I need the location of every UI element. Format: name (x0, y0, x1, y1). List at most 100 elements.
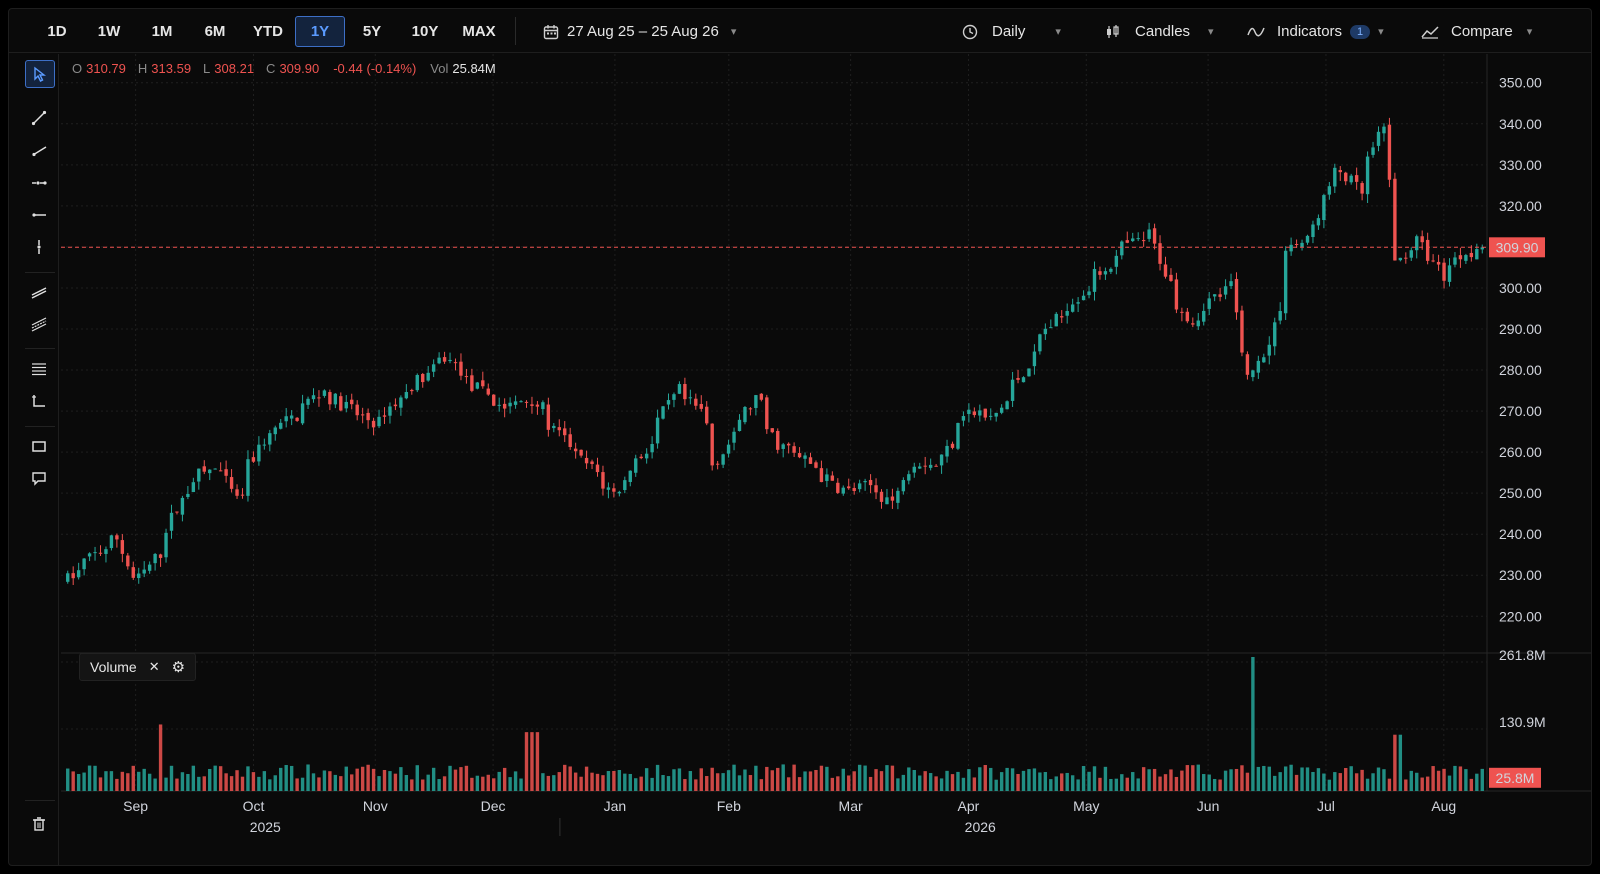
parallel-channel-icon (31, 287, 47, 299)
candle-body (978, 410, 982, 416)
candle-body (568, 434, 572, 447)
volume-bar (841, 768, 845, 791)
candle-body (333, 393, 338, 405)
volume-bar (628, 773, 632, 791)
timeframe-5y-button[interactable]: 5Y (362, 23, 382, 40)
candle-body (595, 464, 600, 473)
candle-body (153, 553, 157, 564)
volume-bar (66, 768, 70, 791)
callout-tool-button[interactable] (25, 465, 55, 493)
candle-body (939, 454, 944, 466)
volume-bar (552, 775, 556, 791)
close-icon[interactable]: ✕ (148, 659, 160, 674)
candle-body (470, 375, 474, 391)
regression-channel-tool-button[interactable] (25, 311, 55, 339)
volume-bar (388, 771, 392, 791)
volume-bar (1283, 766, 1288, 791)
indicators-button[interactable]: Indicators 1 ▾ (1247, 16, 1384, 47)
volume-bar (470, 777, 474, 791)
extended-line-tool-button[interactable] (25, 170, 55, 198)
compare-button[interactable]: Compare ▾ (1421, 16, 1532, 47)
candle-body (1371, 147, 1375, 155)
candle-body (748, 408, 753, 410)
month-tick-label: Aug (1431, 798, 1456, 814)
horizontal-ray-tool-button[interactable] (25, 202, 55, 230)
timeframe-max-button[interactable]: MAX (462, 23, 496, 40)
candle-body (1311, 224, 1315, 238)
interval-select[interactable]: Daily ▾ (962, 16, 1061, 47)
candle-body (874, 485, 878, 493)
volume-bar (1480, 768, 1484, 791)
candle-body (967, 409, 971, 414)
parallel-channel-tool-button[interactable] (25, 279, 55, 307)
volume-bar (235, 770, 239, 791)
volume-bar (879, 771, 884, 791)
candle-body (1174, 279, 1179, 310)
timeframe-10y-button[interactable]: 10Y (411, 23, 439, 40)
candle-body (355, 404, 359, 416)
date-range-button[interactable]: 27 Aug 25 – 25 Aug 26 ▾ (543, 16, 736, 47)
timeframe-1d-button[interactable]: 1D (47, 23, 67, 40)
candle-body (393, 404, 398, 407)
candle-body (868, 479, 873, 486)
volume-bar (945, 770, 949, 791)
candle-body (508, 402, 512, 407)
volume-bar (781, 764, 785, 791)
candle-body (765, 397, 769, 430)
candle-body (1420, 236, 1424, 243)
candle-body (1070, 304, 1075, 312)
rectangle-tool-button[interactable] (25, 433, 55, 461)
vertical-line-tool-button[interactable] (25, 234, 55, 262)
candle-body (1415, 236, 1419, 251)
volume-bar (213, 765, 217, 791)
volume-bar (404, 775, 409, 791)
candle-body (1147, 229, 1151, 239)
fib-retracement-tool-button[interactable] (25, 356, 55, 384)
volume-bar (1136, 778, 1140, 791)
timeframe-1w-button[interactable]: 1W (97, 23, 121, 40)
candle-body (1114, 255, 1119, 267)
trash-icon (33, 817, 45, 831)
volume-bar (961, 777, 966, 791)
candle-body (339, 396, 343, 411)
timeframe-6m-button[interactable]: 6M (204, 23, 226, 40)
candle-body (1354, 175, 1359, 182)
date-price-range-tool-button[interactable] (25, 388, 55, 416)
timeframe-ytd-button[interactable]: YTD (253, 23, 283, 40)
volume-bar (754, 765, 758, 791)
volume-pane-title: Volume (90, 659, 137, 675)
timeframe-1m-button[interactable]: 1M (151, 23, 173, 40)
last-price-tag (1489, 237, 1545, 258)
candle-body (923, 465, 927, 467)
volume-bar (284, 765, 288, 791)
volume-bar (98, 777, 103, 791)
volume-bar (863, 765, 867, 791)
volume-bar (1131, 772, 1135, 791)
ray-tool-button[interactable] (25, 138, 55, 166)
candle-body (475, 382, 480, 389)
volume-bar (1475, 773, 1479, 791)
toolbar-divider (25, 800, 55, 801)
volume-bar (617, 770, 622, 791)
volume-bar (1420, 777, 1424, 791)
candle-body (1442, 262, 1446, 281)
candle-body (715, 463, 720, 465)
ray-icon (32, 146, 47, 157)
volume-bar (978, 767, 982, 791)
last-price-label: 309.90 (1496, 239, 1539, 255)
candle-body (950, 443, 955, 448)
remove-drawings-button[interactable] (25, 811, 55, 839)
timeframe-1y-button[interactable]: 1Y (295, 16, 345, 47)
candle-body (1229, 281, 1233, 287)
chart-style-select[interactable]: Candles ▾ (1105, 16, 1214, 47)
chart-canvas[interactable]: 350.00 340.00 330.00 320.00 300.00 290.00 280.… (9, 9, 1592, 866)
volume-bar (382, 769, 387, 791)
gear-icon[interactable]: ⚙ (171, 659, 186, 676)
candle-body (808, 457, 813, 464)
cursor-tool-button[interactable] (25, 60, 55, 88)
volume-bar (1141, 767, 1146, 791)
regression-channel-icon (31, 317, 47, 332)
trend-line-tool-button[interactable] (25, 105, 55, 133)
candle-body (1010, 379, 1015, 401)
candle-body (781, 444, 785, 449)
